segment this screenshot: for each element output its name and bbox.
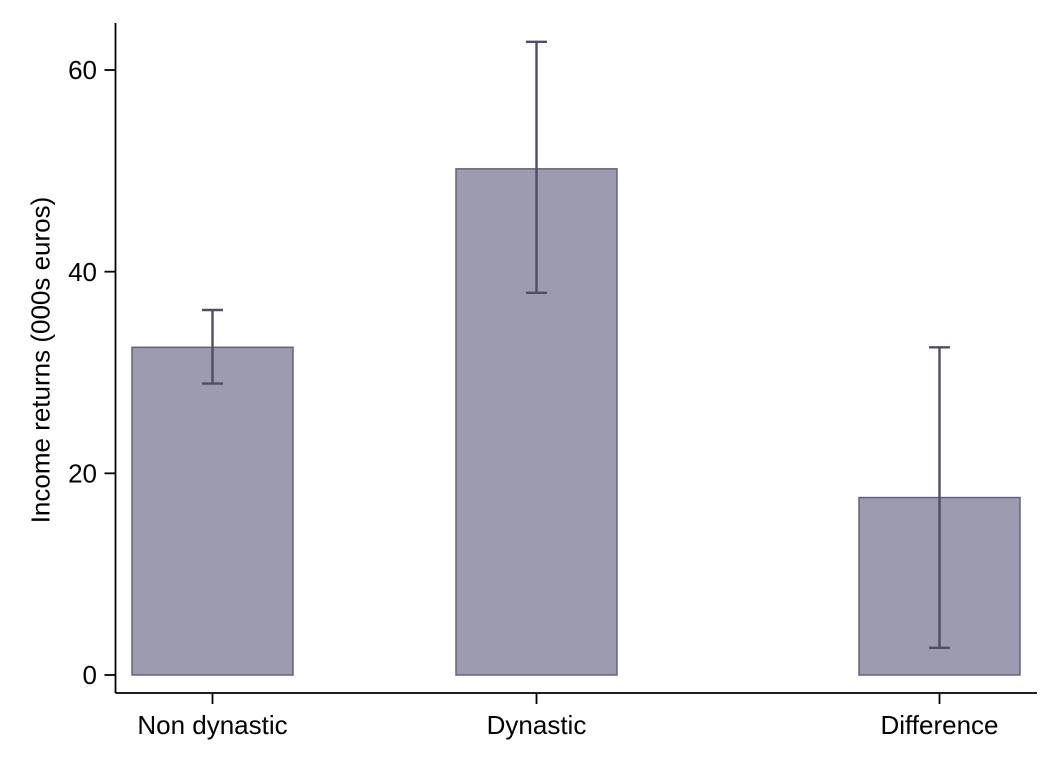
bar-non-dynastic: [131, 346, 294, 676]
x-category-label-dynastic: Dynastic: [487, 710, 587, 740]
y-tick-label-0: 0: [83, 660, 97, 690]
y-tick-label-40: 40: [68, 257, 97, 287]
y-axis-title: Income returns (000s euros): [25, 196, 56, 524]
x-category-label-difference: Difference: [880, 710, 998, 740]
y-tick-label-60: 60: [68, 55, 97, 85]
x-category-label-non-dynastic: Non dynastic: [137, 710, 287, 740]
y-tick-label-20: 20: [68, 458, 97, 488]
